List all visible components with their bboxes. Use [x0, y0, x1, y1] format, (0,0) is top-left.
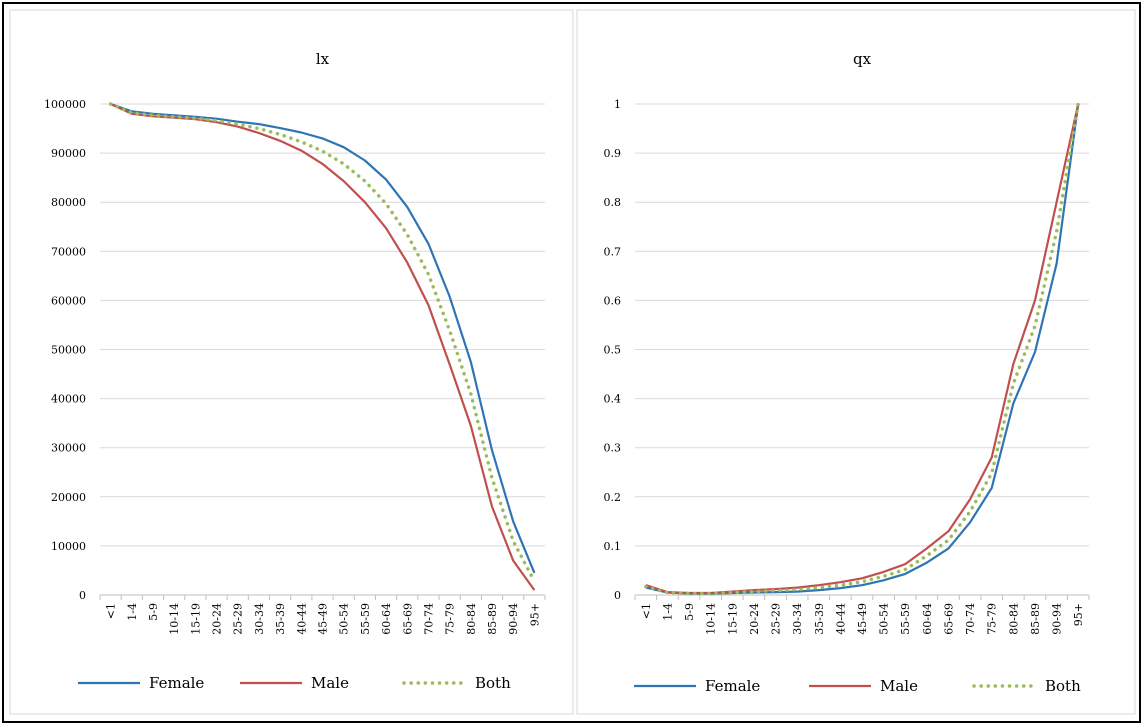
- x-tick-label: 55-59: [899, 603, 912, 635]
- legend-label-male: Male: [311, 674, 349, 692]
- lx-chart-panel: lx 0 10000 20000 30000 40000 50000 60000 70000 80…: [9, 9, 574, 715]
- y-tick-label: 0.7: [604, 245, 622, 258]
- y-tick-label: 0.2: [604, 491, 622, 504]
- x-tick-label: 30-34: [791, 603, 804, 635]
- series-line-female: [110, 102, 536, 574]
- x-tick-label: 5-9: [683, 603, 696, 621]
- y-tick-label: 0.9: [604, 147, 622, 160]
- series-line-both: [108, 102, 537, 584]
- y-tick-label: 20000: [51, 491, 86, 504]
- x-tick-label: 20-24: [211, 603, 224, 635]
- x-tick-label: 40-44: [834, 603, 847, 635]
- x-tick-label: 45-49: [317, 603, 330, 635]
- y-tick-label: 0: [614, 589, 621, 602]
- x-tick-label: 45-49: [856, 603, 869, 635]
- x-tick-label: <1: [640, 603, 653, 619]
- x-tick-label: 50-54: [878, 603, 891, 635]
- legend-label-female: Female: [149, 674, 204, 692]
- x-tick-label: 35-39: [274, 603, 287, 635]
- x-tick-label: 85-89: [486, 603, 499, 635]
- legend-label-female: Female: [705, 677, 760, 695]
- x-tick-label: 90-94: [507, 603, 520, 635]
- y-tick-label: 100000: [44, 98, 86, 111]
- charts-figure: lx 0 10000 20000 30000 40000 50000 60000 70000 80…: [9, 9, 1136, 715]
- x-tick-label: <1: [105, 603, 118, 619]
- x-tick-label: 60-64: [380, 603, 393, 635]
- y-tick-label: 80000: [51, 196, 86, 209]
- x-tick-label: 95+: [528, 603, 541, 626]
- y-tick-label: 50000: [51, 344, 86, 357]
- legend-label-both: Both: [475, 674, 511, 692]
- x-tick-label: 85-89: [1029, 603, 1042, 635]
- x-tick-label: 1-4: [661, 603, 674, 621]
- x-tick-label: 5-9: [147, 603, 160, 621]
- y-tick-label: 0.8: [604, 196, 622, 209]
- chart-title: qx: [853, 50, 872, 68]
- y-tick-label: 1: [614, 98, 621, 111]
- chart-title: lx: [316, 50, 330, 68]
- x-tick-label: 70-74: [422, 603, 435, 635]
- x-tick-label: 1-4: [126, 603, 139, 621]
- x-tick-label: 15-19: [726, 603, 739, 635]
- qx-chart-panel: qx 0 0.1 0.2 0.3 0.4 0.5 0.6 0.7 0.8 0.9 1 <1 1-4 5-9 1…: [576, 9, 1136, 715]
- series-line-both: [644, 102, 1080, 596]
- x-tick-label: 65-69: [942, 603, 955, 635]
- x-tick-label: 55-59: [359, 603, 372, 635]
- x-tick-label: 35-39: [813, 603, 826, 635]
- y-tick-label: 40000: [51, 393, 86, 406]
- y-tick-label: 70000: [51, 245, 86, 258]
- chart-area: [9, 9, 574, 715]
- x-tick-label: 65-69: [401, 603, 414, 635]
- x-tick-label: 20-24: [748, 603, 761, 635]
- y-tick-label: 90000: [51, 147, 86, 160]
- x-tick-label: 15-19: [189, 603, 202, 635]
- y-tick-label: 10000: [51, 540, 86, 553]
- x-tick-label: 80-84: [1007, 603, 1020, 635]
- x-tick-label: 30-34: [253, 603, 266, 635]
- y-tick-label: 0.5: [604, 344, 622, 357]
- y-tick-label: 0.3: [604, 442, 622, 455]
- x-tick-label: 90-94: [1051, 603, 1064, 635]
- x-tick-label: 10-14: [705, 603, 718, 635]
- x-tick-label: 40-44: [295, 603, 308, 635]
- y-tick-label: 0.6: [604, 294, 622, 307]
- y-tick-label: 30000: [51, 442, 86, 455]
- x-tick-label: 75-79: [444, 603, 457, 635]
- x-tick-label: 75-79: [986, 603, 999, 635]
- x-tick-label: 10-14: [168, 603, 181, 635]
- series-line-male: [110, 103, 536, 591]
- y-tick-label: 60000: [51, 294, 86, 307]
- chart-area: [576, 9, 1136, 715]
- x-tick-label: 95+: [1072, 603, 1085, 626]
- legend-label-male: Male: [880, 677, 918, 695]
- x-tick-label: 25-29: [770, 603, 783, 635]
- y-tick-label: 0.1: [604, 540, 622, 553]
- x-tick-label: 25-29: [232, 603, 245, 635]
- y-tick-label: 0: [79, 589, 86, 602]
- series-line-male: [645, 103, 1080, 595]
- y-tick-label: 0.4: [604, 393, 622, 406]
- x-tick-label: 60-64: [921, 603, 934, 635]
- x-tick-label: 80-84: [465, 603, 478, 635]
- x-tick-label: 70-74: [964, 603, 977, 635]
- x-tick-label: 50-54: [338, 603, 351, 635]
- legend-label-both: Both: [1045, 677, 1081, 695]
